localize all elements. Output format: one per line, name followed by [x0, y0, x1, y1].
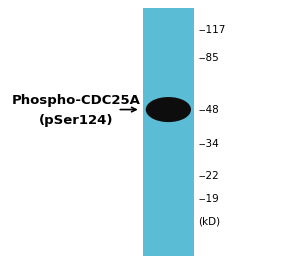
Bar — [143, 8, 194, 256]
Text: Phospho-CDC25A: Phospho-CDC25A — [12, 94, 141, 107]
Text: --22: --22 — [198, 171, 219, 181]
Ellipse shape — [146, 97, 191, 122]
Text: --48: --48 — [198, 105, 219, 115]
Text: --34: --34 — [198, 139, 219, 149]
Text: (pSer124): (pSer124) — [39, 114, 114, 127]
Text: (kD): (kD) — [198, 217, 220, 227]
Text: --117: --117 — [198, 25, 226, 35]
Text: --19: --19 — [198, 194, 219, 204]
Text: --85: --85 — [198, 53, 219, 63]
